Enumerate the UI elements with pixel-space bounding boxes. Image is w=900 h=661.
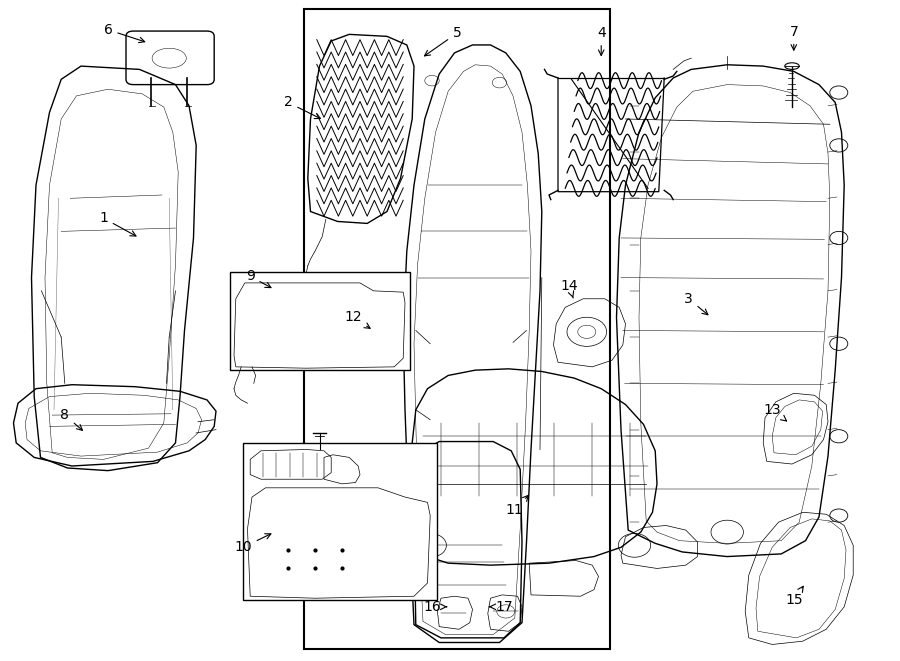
- Text: 6: 6: [104, 22, 145, 43]
- Text: 4: 4: [597, 26, 606, 56]
- Text: 1: 1: [99, 211, 136, 236]
- Bar: [243, 443, 436, 600]
- Text: 7: 7: [789, 24, 798, 50]
- Text: 10: 10: [234, 534, 271, 555]
- Text: 5: 5: [425, 26, 462, 56]
- Bar: [304, 9, 610, 649]
- Text: 13: 13: [763, 403, 787, 421]
- Text: 2: 2: [284, 95, 320, 118]
- Text: 17: 17: [490, 600, 513, 614]
- Text: 8: 8: [60, 408, 83, 430]
- Text: 11: 11: [506, 496, 528, 518]
- Text: 9: 9: [246, 269, 271, 288]
- Bar: [230, 272, 410, 370]
- Text: 15: 15: [785, 586, 803, 607]
- Text: 3: 3: [684, 292, 708, 315]
- Text: 16: 16: [423, 600, 446, 614]
- Text: 14: 14: [560, 278, 578, 298]
- Text: 12: 12: [344, 310, 370, 329]
